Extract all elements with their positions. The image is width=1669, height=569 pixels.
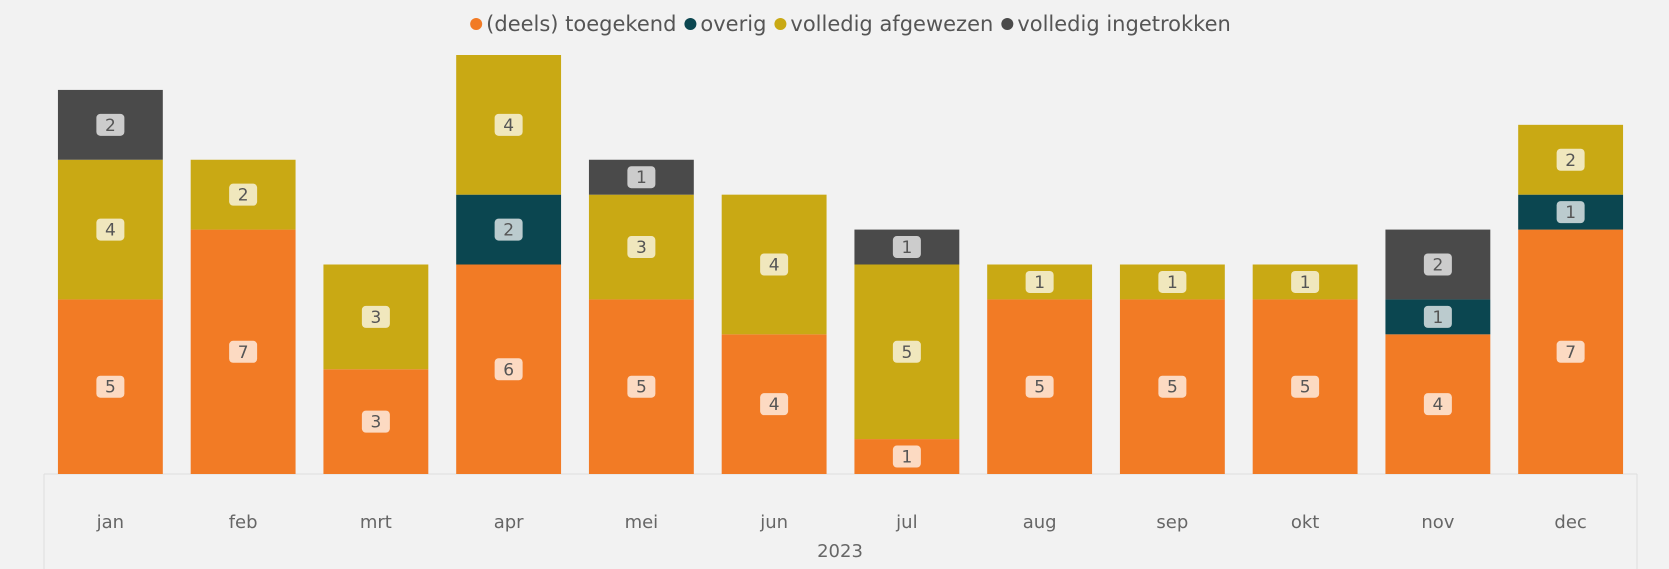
data-label: 4 xyxy=(769,395,780,415)
legend-label: volledig ingetrokken xyxy=(1017,12,1231,36)
data-label-box xyxy=(1423,253,1452,276)
data-label-box xyxy=(1423,305,1452,328)
data-label: 1 xyxy=(1167,273,1178,293)
data-label-box xyxy=(892,340,921,363)
data-label: 1 xyxy=(636,168,647,188)
x-tick-label: jan xyxy=(96,512,124,533)
data-label-box xyxy=(494,358,523,381)
legend-label: volledig afgewezen xyxy=(790,12,993,36)
data-label: 2 xyxy=(1565,151,1576,171)
data-label: 4 xyxy=(769,256,780,276)
data-label: 5 xyxy=(1167,378,1178,398)
data-label: 1 xyxy=(1432,308,1443,328)
legend-marker xyxy=(470,18,483,30)
data-label-box xyxy=(1556,148,1585,171)
data-label-box xyxy=(1025,270,1054,293)
data-label-box xyxy=(1291,375,1320,398)
data-label: 4 xyxy=(503,116,514,136)
data-label-box xyxy=(1158,270,1187,293)
x-tick-label: mei xyxy=(625,512,659,533)
data-label: 2 xyxy=(238,186,249,206)
x-tick-label: jul xyxy=(895,512,917,533)
x-tick-label: nov xyxy=(1421,512,1454,533)
data-label-box xyxy=(96,113,125,136)
data-label: 1 xyxy=(1300,273,1311,293)
data-label-box xyxy=(361,305,390,328)
data-label-box xyxy=(1025,375,1054,398)
data-label: 5 xyxy=(105,378,116,398)
data-label: 3 xyxy=(370,308,381,328)
x-tick-label: mrt xyxy=(360,512,392,533)
data-label-box xyxy=(1556,340,1585,363)
data-label-box xyxy=(1556,201,1585,224)
data-label-box xyxy=(96,375,125,398)
data-label: 6 xyxy=(503,360,514,380)
data-label-box xyxy=(627,375,656,398)
data-label: 5 xyxy=(1034,378,1045,398)
x-tick-label: jun xyxy=(759,512,788,533)
x-tick-label: aug xyxy=(1023,512,1057,533)
legend-marker xyxy=(684,18,697,30)
data-label-box xyxy=(1291,270,1320,293)
data-label: 5 xyxy=(901,343,912,363)
data-label-box xyxy=(627,236,656,259)
data-label-box xyxy=(760,393,789,416)
data-label-box xyxy=(96,218,125,241)
legend-marker xyxy=(774,18,787,30)
data-label-box xyxy=(229,340,258,363)
data-label-box xyxy=(892,236,921,259)
data-label: 4 xyxy=(105,221,116,241)
data-label-box xyxy=(760,253,789,276)
x-tick-label: apr xyxy=(494,512,524,533)
data-label: 1 xyxy=(1565,203,1576,223)
data-label-box xyxy=(494,113,523,136)
data-label: 1 xyxy=(901,238,912,258)
data-label: 2 xyxy=(105,116,116,136)
x-tick-label: okt xyxy=(1291,512,1320,533)
data-label: 5 xyxy=(636,378,647,398)
data-label: 1 xyxy=(901,448,912,468)
data-label: 7 xyxy=(238,343,249,363)
legend-label: (deels) toegekend xyxy=(486,12,676,36)
data-label: 1 xyxy=(1034,273,1045,293)
data-label: 3 xyxy=(370,413,381,433)
x-tick-label: sep xyxy=(1156,512,1188,533)
legend-label: overig xyxy=(700,12,766,36)
data-label-box xyxy=(1158,375,1187,398)
data-label: 4 xyxy=(1432,395,1443,415)
data-label: 3 xyxy=(636,238,647,258)
data-label-box xyxy=(229,183,258,206)
x-tick-label: feb xyxy=(229,512,258,533)
data-label-box xyxy=(627,166,656,189)
x-tick-label: dec xyxy=(1554,512,1586,533)
data-label-box xyxy=(361,410,390,433)
data-label-box xyxy=(1423,393,1452,416)
data-label: 5 xyxy=(1300,378,1311,398)
legend-marker xyxy=(1001,18,1014,30)
data-label-box xyxy=(494,218,523,241)
data-label: 2 xyxy=(503,221,514,241)
data-label: 2 xyxy=(1432,256,1443,276)
x-axis-title: 2023 xyxy=(817,541,863,562)
data-label-box xyxy=(892,445,921,468)
data-label: 7 xyxy=(1565,343,1576,363)
